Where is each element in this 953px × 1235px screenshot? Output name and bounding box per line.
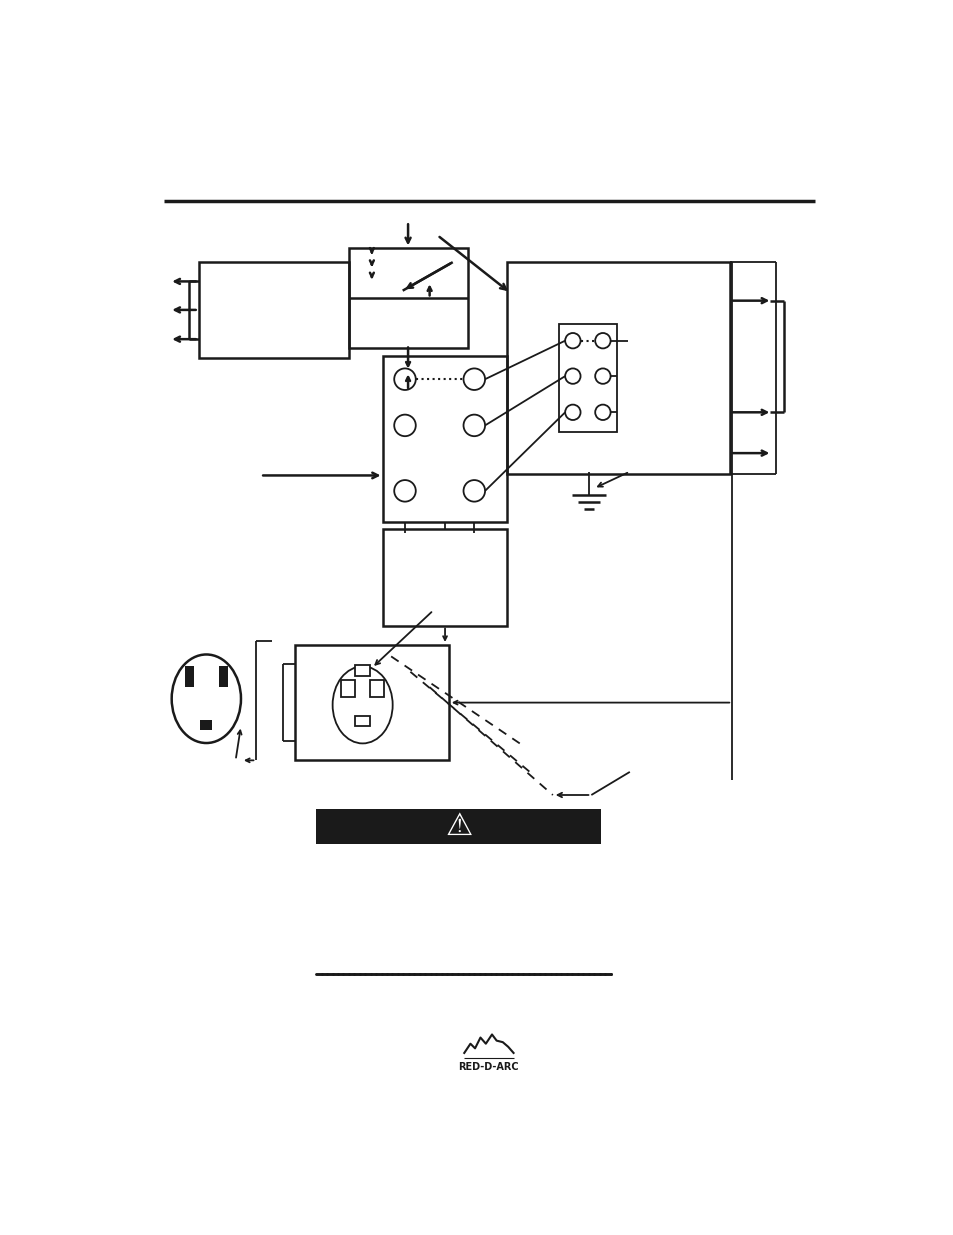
Bar [349, 248, 468, 348]
Bar [198, 262, 349, 358]
Bar [294, 645, 449, 761]
Bar [185, 666, 193, 687]
Bar [355, 716, 370, 726]
Bar [506, 262, 729, 474]
Bar [218, 666, 228, 687]
Bar [355, 664, 370, 676]
Bar [370, 680, 384, 698]
Bar [316, 809, 600, 844]
Bar [383, 356, 506, 521]
Bar [341, 680, 355, 698]
Bar [383, 530, 506, 626]
Bar [558, 324, 616, 431]
Text: ⚠: ⚠ [445, 811, 472, 841]
Bar [200, 720, 213, 730]
Text: RED-D-ARC: RED-D-ARC [458, 1062, 518, 1072]
